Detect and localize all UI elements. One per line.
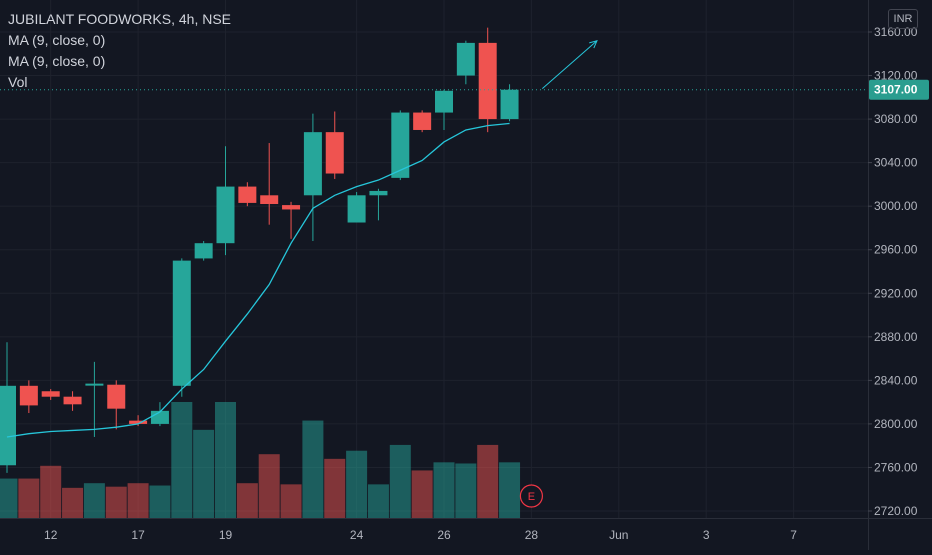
volume-bar bbox=[499, 462, 521, 518]
moving-average bbox=[6, 122, 510, 438]
trend-arrow-head bbox=[589, 39, 598, 49]
candle-body bbox=[129, 420, 148, 424]
candle-body bbox=[260, 195, 279, 205]
volume-bar bbox=[411, 470, 433, 518]
volume-bar bbox=[280, 484, 302, 518]
last-price-label: 3107.00 bbox=[874, 83, 918, 97]
y-tick-label: 3000.00 bbox=[874, 199, 918, 213]
candle-body bbox=[478, 42, 497, 120]
candle-body bbox=[303, 132, 322, 196]
volume-bar bbox=[0, 478, 18, 518]
x-tick-label: 7 bbox=[790, 528, 797, 542]
y-tick-label: 3120.00 bbox=[874, 69, 918, 83]
volume-bar bbox=[193, 429, 215, 518]
candle-body bbox=[238, 186, 257, 203]
volume-bar bbox=[367, 484, 389, 518]
x-tick-label: 19 bbox=[219, 528, 233, 542]
y-tick-label: 2760.00 bbox=[874, 460, 918, 474]
volume-bar bbox=[455, 463, 477, 518]
candle-body bbox=[500, 89, 519, 120]
candle-body bbox=[282, 205, 301, 210]
symbol-title[interactable]: JUBILANT FOODWORKS, 4h, NSE bbox=[8, 11, 232, 27]
earnings-marker bbox=[519, 484, 544, 508]
y-tick-label: 2960.00 bbox=[874, 243, 918, 257]
candle-body bbox=[456, 42, 475, 76]
y-tick-label: 3040.00 bbox=[874, 156, 918, 170]
volume-bar bbox=[258, 454, 280, 518]
candle-body bbox=[172, 260, 191, 386]
volume-bar bbox=[105, 486, 127, 518]
candle-body bbox=[413, 112, 432, 130]
x-tick-label: 26 bbox=[437, 528, 451, 542]
earnings-marker-label: E bbox=[528, 491, 535, 503]
volume-bar bbox=[302, 420, 324, 518]
candle-body bbox=[435, 90, 453, 113]
volume-bar bbox=[433, 462, 455, 518]
volume-bar bbox=[215, 402, 236, 518]
volume-bar bbox=[324, 458, 346, 518]
grid-lines bbox=[0, 0, 868, 518]
candle-body bbox=[41, 391, 60, 397]
volume-bar bbox=[236, 483, 258, 518]
volume-bar bbox=[62, 487, 84, 518]
currency-badge[interactable]: INR bbox=[888, 9, 918, 29]
y-tick-label: 2720.00 bbox=[874, 504, 918, 518]
x-tick-label: 24 bbox=[350, 528, 364, 542]
candle-body bbox=[369, 190, 388, 196]
x-tick-label: 12 bbox=[44, 528, 58, 542]
ma-line bbox=[6, 122, 510, 438]
volume-bar bbox=[389, 444, 411, 518]
candle-body bbox=[194, 243, 213, 259]
volume-bars bbox=[0, 402, 521, 518]
volume-bar bbox=[18, 478, 40, 518]
candle-body bbox=[347, 195, 366, 223]
volume-bar bbox=[83, 483, 105, 518]
candle-body bbox=[19, 385, 38, 406]
x-tick-label: 3 bbox=[703, 528, 710, 542]
volume-indicator[interactable]: Vol bbox=[8, 74, 28, 90]
candle-body bbox=[85, 383, 104, 386]
candles bbox=[0, 27, 519, 473]
candle-body bbox=[150, 410, 169, 424]
y-tick-label: 2800.00 bbox=[874, 417, 918, 431]
candle-body bbox=[0, 385, 16, 466]
candle-body bbox=[63, 396, 82, 405]
volume-bar bbox=[477, 444, 499, 518]
volume-bar bbox=[40, 465, 62, 518]
last-price-tag bbox=[869, 79, 929, 100]
volume-bar bbox=[171, 402, 193, 518]
candle-body bbox=[216, 186, 235, 244]
candle-body bbox=[325, 132, 344, 174]
y-tick-label: 3080.00 bbox=[874, 112, 918, 126]
candle-body bbox=[391, 112, 410, 178]
candle-body bbox=[107, 384, 126, 409]
drawings: E bbox=[0, 39, 868, 508]
y-tick-label: 2880.00 bbox=[874, 330, 918, 344]
y-tick-label: 2840.00 bbox=[874, 373, 918, 387]
ma-indicator-1[interactable]: MA (9, close, 0) bbox=[8, 32, 106, 48]
ma-indicator-2[interactable]: MA (9, close, 0) bbox=[8, 53, 106, 69]
x-tick-label: 28 bbox=[525, 528, 539, 542]
chart-legend: JUBILANT FOODWORKS, 4h, NSE MA (9, close… bbox=[8, 9, 231, 93]
volume-bar bbox=[149, 485, 171, 518]
x-tick-label: Jun bbox=[609, 528, 628, 542]
volume-bar bbox=[127, 483, 149, 518]
x-tick-label: 17 bbox=[131, 528, 145, 542]
trend-arrow-line bbox=[541, 40, 598, 89]
y-tick-label: 2920.00 bbox=[874, 286, 918, 300]
volume-bar bbox=[346, 450, 368, 518]
